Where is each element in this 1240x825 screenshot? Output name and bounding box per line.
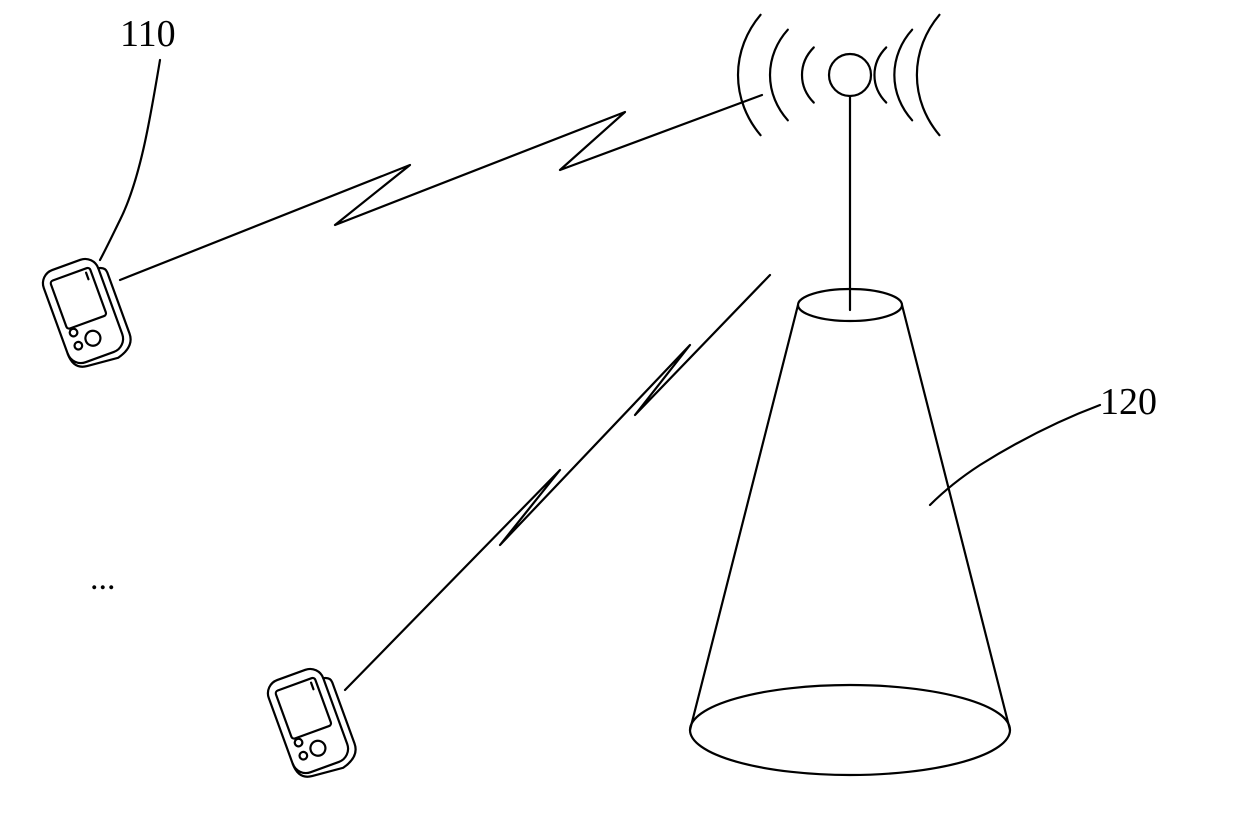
tower-ref-label: 120 xyxy=(1100,380,1157,424)
mobile-device-icon xyxy=(264,663,361,784)
diagram-canvas xyxy=(0,0,1240,825)
device-leader-line xyxy=(100,60,160,260)
wireless-link-line xyxy=(120,95,762,280)
ellipsis-label: ... xyxy=(90,560,116,598)
tower-leader-line xyxy=(930,405,1100,505)
base-station-icon xyxy=(690,15,1010,775)
mobile-device-icon xyxy=(39,253,136,374)
wireless-link-line xyxy=(345,275,770,690)
device-ref-label: 110 xyxy=(120,12,176,56)
